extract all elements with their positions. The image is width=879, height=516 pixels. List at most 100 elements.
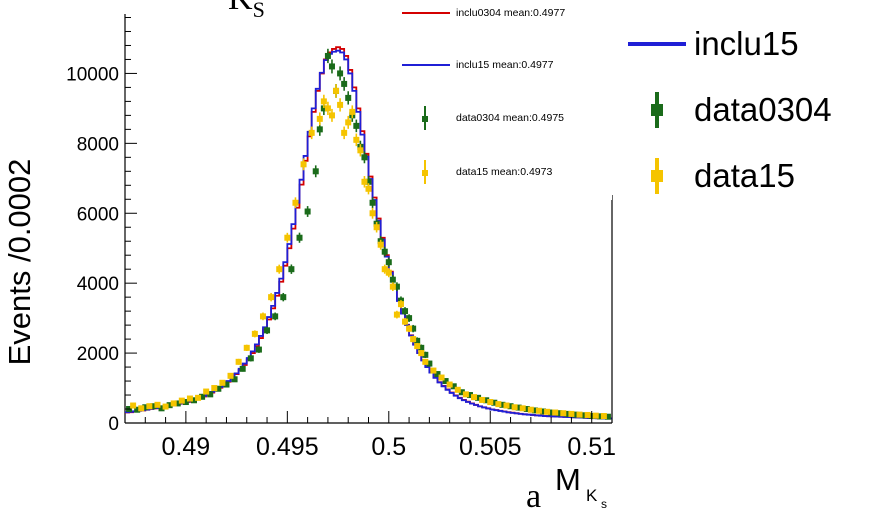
marker	[227, 372, 234, 379]
marker	[462, 391, 469, 398]
marker	[507, 403, 514, 410]
marker	[349, 108, 356, 115]
data-point-data15	[219, 379, 226, 386]
marker	[296, 234, 303, 241]
small-legend-line-icon	[398, 55, 450, 75]
marker	[365, 185, 372, 192]
marker	[471, 394, 478, 401]
small-legend-label: inclu0304 mean:0.4977	[456, 7, 566, 19]
data-point-data0304	[410, 324, 417, 333]
marker	[130, 402, 137, 409]
data-point-data0304	[345, 91, 352, 105]
marker	[142, 404, 149, 411]
x-axis-label-subsubscript: s	[601, 497, 607, 511]
data-point-data0304	[361, 151, 368, 164]
data-point-data15	[503, 402, 510, 409]
data-point-data0304	[507, 403, 514, 410]
x-axis-label: M	[555, 462, 581, 497]
data-point-data0304	[231, 376, 238, 383]
y-tick-label: 2000	[77, 344, 119, 365]
marker	[272, 313, 279, 320]
small-legend-item-data15: data15 mean:0.4973	[398, 160, 552, 184]
data-point-data15	[211, 385, 218, 392]
marker	[199, 393, 206, 400]
marker	[458, 389, 465, 396]
data-point-data0304	[199, 393, 206, 400]
data-point-data0304	[304, 206, 311, 217]
data-point-data0304	[406, 314, 413, 322]
data-point-data15	[357, 144, 364, 157]
marker	[418, 350, 425, 357]
marker	[223, 381, 230, 388]
data-point-data15	[462, 391, 469, 398]
data-point-data0304	[393, 282, 400, 292]
marker	[385, 259, 392, 266]
data-point-data15	[479, 396, 486, 403]
y-tick-label: 10000	[66, 64, 119, 85]
marker	[527, 406, 534, 413]
data-point-data0304	[402, 307, 409, 316]
data-point-data15	[361, 176, 368, 188]
marker	[312, 168, 319, 175]
data-point-data0304	[353, 119, 360, 133]
marker	[515, 404, 522, 411]
marker	[276, 266, 283, 273]
small-legend-item-inclu0304: inclu0304 mean:0.4977	[398, 3, 565, 23]
data-point-data0304	[150, 403, 157, 410]
data-point-data15	[251, 330, 258, 338]
marker	[393, 311, 400, 318]
data-point-data0304	[158, 405, 165, 412]
marker	[365, 178, 372, 185]
marker	[138, 405, 145, 412]
marker	[442, 378, 449, 385]
data-point-data15	[377, 239, 384, 250]
data-point-data0304	[215, 385, 222, 392]
data-point-data0304	[483, 397, 490, 404]
data-point-data0304	[247, 355, 254, 362]
marker	[592, 412, 599, 419]
data-point-data15	[487, 399, 494, 406]
marker	[259, 313, 266, 320]
marker	[288, 266, 295, 273]
data-point-data15	[203, 388, 210, 395]
data-point-data0304	[491, 399, 498, 406]
marker	[389, 276, 396, 283]
marker	[552, 409, 559, 416]
marker	[361, 154, 368, 161]
data-point-data15	[316, 112, 323, 126]
marker	[337, 101, 344, 108]
marker	[475, 394, 482, 401]
marker	[596, 413, 603, 420]
data-point-data0304	[280, 292, 287, 302]
marker	[337, 70, 344, 77]
data-point-data0304	[381, 246, 388, 257]
marker	[284, 234, 291, 241]
data-point-data15	[519, 405, 526, 412]
data-point-data0304	[264, 326, 271, 335]
marker	[377, 241, 384, 248]
stray-top-text: KS	[228, 0, 265, 22]
data-point-data0304	[458, 389, 465, 396]
marker	[406, 315, 413, 322]
marker	[134, 406, 141, 413]
marker	[548, 409, 555, 416]
data-point-data0304	[604, 413, 611, 420]
data-point-data0304	[207, 391, 214, 398]
data-point-data15	[320, 94, 327, 109]
data-point-data15	[162, 403, 169, 410]
marker	[239, 365, 246, 372]
marker	[564, 410, 571, 417]
marker	[389, 283, 396, 290]
small-legend-line-icon	[398, 3, 450, 23]
data-point-data15	[300, 158, 307, 171]
legend-label: inclu15	[694, 25, 799, 62]
marker	[483, 397, 490, 404]
marker	[438, 374, 445, 381]
data-point-data0304	[190, 397, 197, 404]
data-point-data15	[418, 349, 425, 357]
data-point-data0304	[580, 412, 587, 419]
data-point-data15	[535, 407, 542, 414]
marker	[251, 330, 258, 337]
data-point-data15	[186, 395, 193, 402]
data-point-data0304	[564, 410, 571, 417]
